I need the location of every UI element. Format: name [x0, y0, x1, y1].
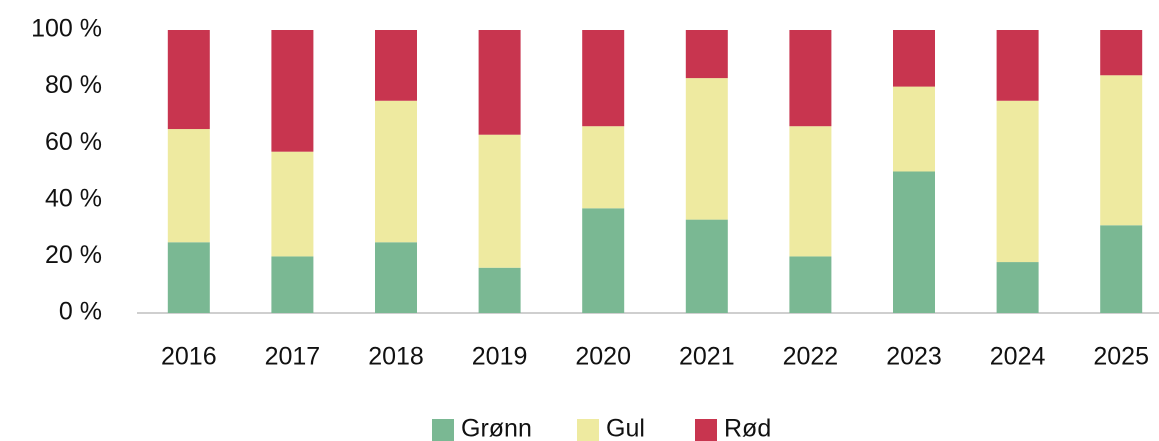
bar-segment: [996, 30, 1039, 101]
legend-label: Gul: [606, 415, 645, 441]
bar-segment: [685, 30, 728, 79]
legend-swatch: [432, 419, 454, 441]
bar-segment: [582, 208, 625, 313]
bar-segment: [893, 30, 935, 87]
bar-segment: [789, 256, 832, 313]
bar-segment: [789, 126, 832, 257]
bar-segment: [789, 30, 832, 127]
bar-segment: [375, 100, 417, 243]
legend-swatch: [577, 419, 599, 441]
bar-segment: [167, 30, 210, 130]
x-tick-label: 2023: [886, 343, 942, 371]
bar-segment: [893, 171, 935, 313]
legend-swatch: [695, 419, 717, 441]
bar-segment: [582, 30, 625, 127]
bar-segment: [1100, 75, 1143, 226]
bar-segment: [167, 129, 210, 243]
bar-segment: [167, 242, 210, 313]
legend-label: Grønn: [461, 415, 532, 441]
bar-segment: [375, 30, 417, 101]
y-tick-label: 60 %: [45, 128, 102, 156]
x-tick-label: 2020: [575, 343, 631, 371]
x-tick-label: 2017: [265, 343, 321, 371]
bar-segment: [375, 242, 417, 313]
bar-segment: [478, 267, 521, 313]
x-tick-label: 2021: [679, 343, 735, 371]
bar-segment: [1100, 30, 1143, 76]
bar-segment: [685, 219, 728, 313]
x-tick-label: 2018: [368, 343, 424, 371]
bar-segment: [582, 126, 625, 209]
x-tick-label: 2016: [161, 343, 217, 371]
y-tick-label: 20 %: [45, 241, 102, 269]
x-tick-label: 2022: [783, 343, 839, 371]
bar-segment: [996, 100, 1039, 263]
bar-segment: [1100, 225, 1143, 313]
x-tick-label: 2019: [472, 343, 528, 371]
x-tick-label: 2024: [990, 343, 1046, 371]
legend-label: Rød: [724, 415, 771, 441]
y-tick-label: 40 %: [45, 184, 102, 212]
bar-segment: [478, 134, 521, 268]
y-tick-label: 100 %: [31, 15, 102, 43]
bar-segment: [893, 86, 935, 172]
bar-segment: [271, 151, 314, 257]
x-tick-label: 2025: [1093, 343, 1149, 371]
y-tick-label: 0 %: [59, 298, 102, 326]
bar-segment: [685, 78, 728, 220]
bar-segment: [271, 256, 314, 313]
bar-segment: [478, 30, 521, 135]
bar-segment: [271, 30, 314, 152]
bar-segment: [996, 262, 1039, 313]
y-tick-label: 80 %: [45, 71, 102, 99]
